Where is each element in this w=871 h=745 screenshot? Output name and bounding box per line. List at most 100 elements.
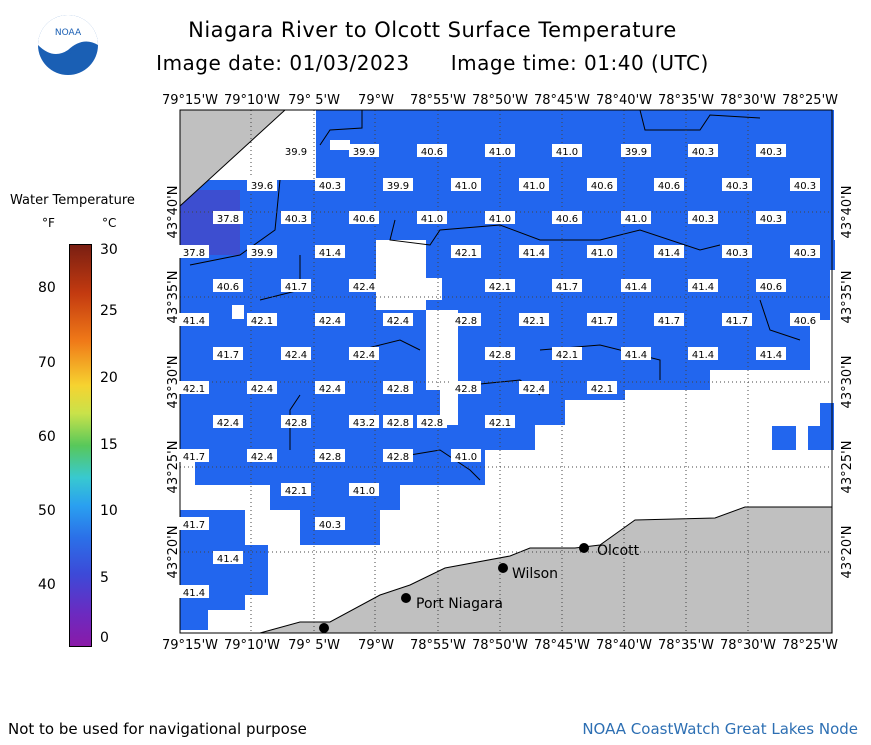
logo-text: NOAA [55,28,82,38]
temp-label-bg [688,211,718,224]
temp-label: 41.0 [455,452,477,463]
temp-label-bg [552,279,582,292]
temp-label-bg [315,449,345,462]
temp-label-bg [587,381,617,394]
olcott-marker [579,543,589,553]
temp-label-bg [417,211,447,224]
temp-label: 42.1 [455,248,477,259]
temp-label: 42.8 [489,350,511,361]
place-label: Port Niagara [416,596,503,612]
temp-label-bg [587,178,617,191]
temp-label-bg [451,245,481,258]
temp-label: 42.4 [387,316,409,327]
lon-tick-bottom: 78°45'W [534,638,590,653]
lat-tick-right: 43°40'N [840,186,855,239]
temp-label: 37.8 [217,214,239,225]
temp-label: 40.3 [692,214,714,225]
temp-label: 42.8 [421,418,443,429]
temp-label: 42.1 [285,486,307,497]
temp-label-bg [756,211,786,224]
temp-label-bg [281,483,311,496]
lon-tick-top: 78°50'W [472,93,528,108]
temp-label-bg [179,517,209,530]
temp-label: 42.4 [217,418,239,429]
temp-label-bg [722,178,752,191]
temp-label: 41.7 [591,316,613,327]
temp-label-bg [247,449,277,462]
lon-tick-bottom: 79°15'W [162,638,218,653]
temp-label-bg [179,449,209,462]
temp-label-bg [621,211,651,224]
temp-label: 41.0 [421,214,443,225]
temp-label: 40.3 [726,181,748,192]
temp-label: 41.0 [625,214,647,225]
temp-label-bg [315,517,345,530]
temp-label: 40.3 [692,147,714,158]
lat-tick-left: 43°30'N [166,356,181,409]
temp-label-bg [247,313,277,326]
f-tick: 40 [38,577,56,593]
temp-label: 41.7 [658,316,680,327]
place-label: Olcott [597,543,640,559]
temp-label-bg [654,245,684,258]
c-tick: 30 [100,242,118,258]
lat-tick-left: 43°20'N [166,526,181,579]
lon-tick-top: 79°10'W [224,93,280,108]
temp-label: 41.7 [217,350,239,361]
temp-label: 41.4 [658,248,680,259]
temp-label: 42.8 [319,452,341,463]
temp-label: 40.6 [760,282,782,293]
temp-label: 39.6 [251,181,273,192]
temp-label: 41.7 [285,282,307,293]
temp-label: 42.4 [353,282,375,293]
temp-label: 40.3 [726,248,748,259]
temp-label-bg [451,178,481,191]
temp-label-bg [417,144,447,157]
temp-label-bg [485,415,515,428]
temp-label: 40.6 [556,214,578,225]
temp-label: 42.1 [591,384,613,395]
lon-tick-bottom: 78°55'W [410,638,466,653]
lon-tick-top: 79° 5'W [288,93,340,108]
temp-label: 42.4 [285,350,307,361]
temp-label: 42.4 [319,384,341,395]
lon-tick-top: 78°40'W [596,93,652,108]
temp-label-bg [383,415,413,428]
image-datetime: Image date: 01/03/2023 Image time: 01:40… [156,51,709,75]
temp-label-bg [790,245,820,258]
temp-label-bg [756,279,786,292]
temp-label-bg [281,211,311,224]
temp-label: 42.8 [387,418,409,429]
temp-label-bg [281,347,311,360]
lon-tick-bottom: 78°25'W [782,638,838,653]
temp-label-bg [213,279,243,292]
temp-label-bg [621,144,651,157]
temp-label-bg [349,415,379,428]
legend-unit-f: °F [42,216,55,230]
temp-label-bg [383,178,413,191]
temp-label: 41.7 [183,452,205,463]
map-frame [179,109,833,634]
temp-label: 42.1 [556,350,578,361]
temp-label-bg [281,279,311,292]
lon-tick-bottom: 78°50'W [472,638,528,653]
temp-label: 40.3 [285,214,307,225]
lat-tick-right: 43°30'N [840,356,855,409]
temp-label-bg [485,347,515,360]
f-tick: 50 [38,503,56,519]
temp-label-bg [383,313,413,326]
temp-label: 41.4 [692,282,714,293]
temp-label: 39.9 [353,147,375,158]
temp-label-bg [451,381,481,394]
lat-tick-right: 43°35'N [840,271,855,324]
port-niagara-marker [401,593,411,603]
temp-label: 40.6 [591,181,613,192]
lon-tick-top: 79°W [358,93,394,108]
lon-tick-top: 78°55'W [410,93,466,108]
temp-label: 39.9 [251,248,273,259]
temp-label: 39.9 [387,181,409,192]
place-label: Wilson [512,566,558,582]
temp-label: 40.3 [760,214,782,225]
lon-tick-top: 78°45'W [534,93,590,108]
temp-label: 40.3 [319,181,341,192]
